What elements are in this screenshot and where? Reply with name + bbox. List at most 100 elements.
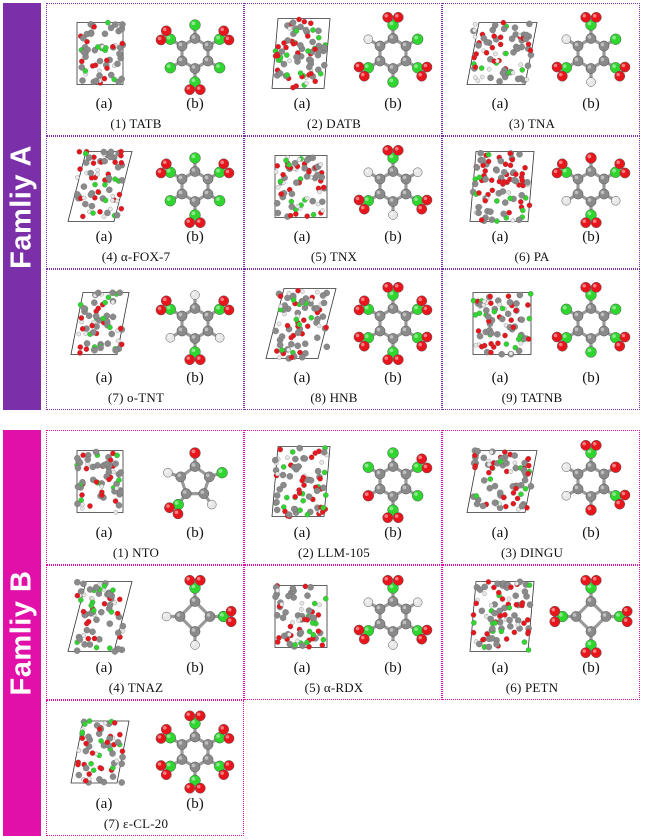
crystal-atom: [287, 632, 292, 637]
compound-name: (9) TATNB: [502, 391, 563, 405]
crystal-atom: [104, 65, 110, 71]
crystal-atom: [93, 584, 100, 591]
crystal-atom: [301, 317, 307, 323]
crystal-atom: [284, 322, 291, 329]
crystal-atom: [102, 720, 108, 726]
crystal-atom: [495, 58, 500, 64]
crystal-atom: [287, 26, 293, 31]
crystal-atom: [89, 322, 95, 329]
crystal-atom: [110, 198, 115, 203]
crystal-atom: [93, 644, 100, 651]
crystal-atom: [98, 608, 105, 616]
crystal-atom: [500, 25, 508, 33]
compound-name-text: TATB: [129, 116, 162, 131]
oxygen-atom: [194, 782, 206, 794]
carbon-atom: [572, 40, 584, 52]
crystal-atom: [318, 162, 324, 167]
oxygen-atom: [619, 167, 631, 179]
carbon-atom: [387, 166, 399, 177]
compound-name-text: TNX: [329, 249, 358, 264]
crystal-atom: [290, 332, 297, 339]
crystal-atom: [320, 636, 327, 643]
hydrogen-atom: [207, 499, 217, 510]
crystal-atom: [118, 75, 125, 83]
panel-a-label: (a): [491, 229, 509, 245]
crystal-atom: [277, 178, 284, 185]
crystal-atom: [473, 342, 479, 348]
crystal-atom: [109, 773, 117, 780]
crystal-atom: [106, 590, 113, 598]
crystal-atom: [79, 505, 85, 511]
crystal-atom: [92, 77, 100, 85]
oxygen-atom: [551, 167, 563, 179]
panel-a-label: (a): [491, 96, 509, 112]
crystal-atom: [288, 340, 295, 348]
oxygen-atom: [353, 304, 365, 316]
family-b-band: Famliy B: [3, 430, 41, 836]
carbon-atom: [400, 173, 412, 185]
crystal-atom: [111, 21, 119, 28]
oxygen-atom: [392, 354, 404, 366]
hydrogen-atom: [190, 290, 200, 300]
panel-a-label: (a): [293, 96, 311, 112]
crystal-atom: [80, 48, 88, 56]
oxygen-atom: [358, 633, 370, 645]
crystal-atom: [323, 324, 329, 331]
crystal-atom: [494, 331, 501, 338]
crystal-atom: [320, 484, 327, 492]
crystal-atom: [277, 293, 284, 299]
crystal-atom: [114, 60, 121, 68]
oxygen-atom: [416, 295, 428, 307]
crystal-atom: [108, 206, 113, 212]
compound-name: (1) TATB: [110, 117, 161, 131]
crystal-atom: [286, 162, 292, 168]
crystal-atom: [81, 195, 87, 201]
compound-number: (2): [298, 545, 314, 560]
compound-number: (6): [514, 249, 531, 264]
crystal-atom: [309, 38, 316, 46]
compound-name-text: PA: [533, 249, 550, 264]
crystal-atom: [286, 473, 294, 480]
oxygen-atom: [358, 203, 370, 215]
structure-figure: [70, 289, 235, 366]
oxygen-atom: [421, 304, 433, 316]
oxygen-atom: [155, 167, 167, 179]
crystal-atom: [526, 202, 533, 209]
crystal-atom: [507, 150, 514, 157]
crystal-atom: [301, 482, 307, 488]
crystal-atom: [116, 50, 123, 58]
crystal-atom: [112, 347, 119, 354]
crystal-atom: [488, 300, 494, 306]
carbon-atom: [387, 196, 399, 207]
crystal-atom: [89, 628, 96, 636]
hydrogen-atom: [161, 611, 172, 622]
crystal-atom: [510, 218, 516, 223]
compound-panel: (a) (b) (2) DATB: [244, 3, 442, 136]
oxygen-atom: [421, 331, 433, 343]
nitrogen-atom: [189, 717, 201, 730]
unit-cell-outline: [271, 18, 331, 89]
oxygen-atom: [155, 760, 167, 771]
crystal-atom: [112, 600, 118, 605]
crystal-atom: [477, 149, 484, 157]
crystal-atom: [97, 344, 104, 352]
crystal-atom: [478, 65, 485, 71]
crystal-atom: [290, 505, 298, 513]
crystal-atom: [291, 159, 299, 167]
crystal-atom: [91, 607, 97, 614]
crystal-atom: [323, 343, 331, 351]
crystal-atom: [503, 341, 510, 347]
crystal-atom: [108, 609, 115, 615]
nitrogen-atom: [585, 639, 597, 651]
crystal-atom: [309, 620, 316, 626]
crystal-atom: [273, 200, 281, 207]
crystal-atom: [274, 163, 281, 169]
oxygen-atom: [392, 11, 404, 23]
compound-number: (4): [108, 680, 125, 695]
crystal-atom: [295, 287, 301, 294]
crystal-atom: [114, 610, 121, 617]
panel-a-label: (a): [95, 660, 113, 676]
crystal-atom: [112, 159, 118, 166]
structure-figure: [470, 281, 631, 358]
carbon-atom: [598, 188, 610, 200]
